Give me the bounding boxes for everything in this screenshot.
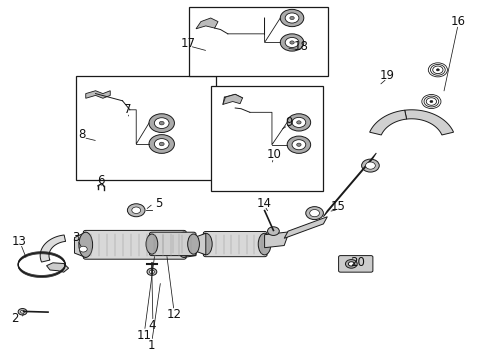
Ellipse shape bbox=[280, 34, 304, 51]
Ellipse shape bbox=[127, 204, 145, 217]
Polygon shape bbox=[323, 153, 376, 217]
Ellipse shape bbox=[297, 121, 301, 124]
Ellipse shape bbox=[149, 270, 154, 274]
Polygon shape bbox=[196, 18, 218, 29]
Polygon shape bbox=[78, 234, 125, 253]
Polygon shape bbox=[86, 91, 110, 98]
Text: 17: 17 bbox=[181, 37, 196, 50]
Text: 14: 14 bbox=[257, 197, 272, 210]
Polygon shape bbox=[196, 233, 206, 255]
Text: 20: 20 bbox=[350, 256, 365, 269]
FancyBboxPatch shape bbox=[83, 230, 186, 259]
Ellipse shape bbox=[149, 135, 174, 153]
Text: 3: 3 bbox=[72, 231, 80, 244]
Ellipse shape bbox=[430, 100, 433, 103]
Ellipse shape bbox=[159, 121, 164, 125]
Ellipse shape bbox=[285, 37, 299, 48]
Ellipse shape bbox=[268, 227, 279, 235]
Polygon shape bbox=[47, 263, 69, 272]
Ellipse shape bbox=[280, 9, 304, 27]
Polygon shape bbox=[40, 235, 66, 262]
Text: 19: 19 bbox=[380, 69, 394, 82]
Ellipse shape bbox=[149, 114, 174, 132]
Polygon shape bbox=[184, 232, 196, 257]
Ellipse shape bbox=[18, 309, 27, 315]
Ellipse shape bbox=[287, 136, 311, 153]
Ellipse shape bbox=[292, 117, 306, 127]
Text: 18: 18 bbox=[294, 40, 309, 53]
Ellipse shape bbox=[199, 233, 212, 255]
Ellipse shape bbox=[147, 268, 157, 275]
Text: 16: 16 bbox=[451, 15, 465, 28]
Ellipse shape bbox=[177, 232, 191, 257]
Ellipse shape bbox=[345, 260, 357, 268]
Text: 7: 7 bbox=[123, 103, 131, 116]
FancyBboxPatch shape bbox=[203, 231, 267, 257]
Ellipse shape bbox=[287, 114, 311, 131]
FancyBboxPatch shape bbox=[339, 256, 373, 272]
Ellipse shape bbox=[362, 159, 379, 172]
Text: 12: 12 bbox=[167, 309, 181, 321]
Ellipse shape bbox=[285, 13, 299, 23]
Text: 11: 11 bbox=[137, 329, 152, 342]
Ellipse shape bbox=[188, 234, 199, 254]
Ellipse shape bbox=[146, 234, 158, 254]
Text: 2: 2 bbox=[11, 312, 19, 325]
Ellipse shape bbox=[132, 207, 141, 213]
Text: 10: 10 bbox=[267, 148, 282, 161]
Text: 5: 5 bbox=[155, 197, 163, 210]
Ellipse shape bbox=[159, 142, 164, 146]
Text: 1: 1 bbox=[148, 339, 156, 352]
Polygon shape bbox=[405, 110, 454, 135]
Ellipse shape bbox=[21, 310, 24, 313]
Text: 4: 4 bbox=[148, 319, 156, 332]
Bar bbox=[76, 76, 216, 180]
Ellipse shape bbox=[348, 262, 354, 266]
Polygon shape bbox=[223, 94, 243, 104]
Ellipse shape bbox=[79, 246, 87, 252]
Text: 13: 13 bbox=[12, 235, 27, 248]
Ellipse shape bbox=[79, 232, 93, 257]
Ellipse shape bbox=[154, 118, 169, 129]
Ellipse shape bbox=[154, 139, 169, 149]
Polygon shape bbox=[196, 238, 208, 252]
Ellipse shape bbox=[310, 210, 319, 217]
FancyBboxPatch shape bbox=[149, 232, 196, 256]
Ellipse shape bbox=[258, 233, 271, 255]
Bar bbox=[189, 7, 328, 76]
Ellipse shape bbox=[290, 16, 294, 19]
Polygon shape bbox=[74, 232, 86, 257]
Ellipse shape bbox=[290, 41, 294, 44]
Text: 9: 9 bbox=[285, 116, 293, 129]
Polygon shape bbox=[369, 110, 407, 135]
Text: 15: 15 bbox=[331, 201, 345, 213]
Ellipse shape bbox=[366, 162, 375, 169]
Text: 6: 6 bbox=[97, 174, 104, 186]
Ellipse shape bbox=[297, 143, 301, 146]
Text: 8: 8 bbox=[78, 129, 86, 141]
Polygon shape bbox=[284, 217, 327, 238]
Ellipse shape bbox=[292, 140, 306, 150]
Ellipse shape bbox=[75, 243, 91, 255]
Ellipse shape bbox=[437, 69, 440, 71]
Polygon shape bbox=[265, 232, 289, 248]
Ellipse shape bbox=[306, 207, 323, 220]
Bar bbox=[211, 86, 323, 191]
